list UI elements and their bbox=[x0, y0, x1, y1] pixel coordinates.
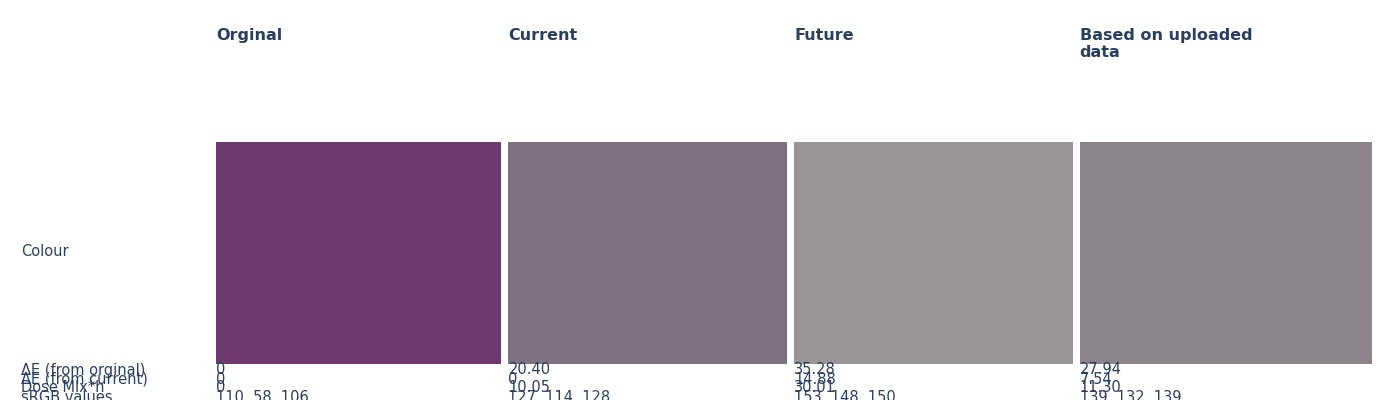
Text: Colour: Colour bbox=[21, 244, 68, 260]
Text: 10.05: 10.05 bbox=[508, 380, 550, 396]
Text: 11.30: 11.30 bbox=[1080, 380, 1121, 396]
Text: ΔE (from current): ΔE (from current) bbox=[21, 372, 148, 387]
Bar bbox=[216, 142, 501, 364]
Text: 30.01: 30.01 bbox=[794, 380, 836, 396]
Text: 0: 0 bbox=[508, 372, 518, 387]
Text: 7.54: 7.54 bbox=[1080, 372, 1112, 387]
Text: 0: 0 bbox=[216, 380, 226, 396]
Text: 139, 132, 139: 139, 132, 139 bbox=[1080, 390, 1181, 400]
Text: Based on uploaded
data: Based on uploaded data bbox=[1080, 28, 1252, 60]
Text: Current: Current bbox=[508, 28, 578, 43]
Text: ΔE (from orginal): ΔE (from orginal) bbox=[21, 362, 145, 378]
Text: 27.94: 27.94 bbox=[1080, 362, 1121, 378]
Text: 0: 0 bbox=[216, 372, 226, 387]
Text: 127, 114, 128: 127, 114, 128 bbox=[508, 390, 610, 400]
Text: 0: 0 bbox=[216, 362, 226, 378]
Bar bbox=[508, 142, 787, 364]
Text: Dose Mlx*h: Dose Mlx*h bbox=[21, 380, 104, 396]
Text: Future: Future bbox=[794, 28, 854, 43]
Bar bbox=[1080, 142, 1372, 364]
Bar bbox=[794, 142, 1073, 364]
Text: Orginal: Orginal bbox=[216, 28, 283, 43]
Text: sRGB values: sRGB values bbox=[21, 390, 113, 400]
Text: 110, 58, 106: 110, 58, 106 bbox=[216, 390, 309, 400]
Text: 35.28: 35.28 bbox=[794, 362, 836, 378]
Text: 153, 148, 150: 153, 148, 150 bbox=[794, 390, 896, 400]
Text: 14.88: 14.88 bbox=[794, 372, 836, 387]
Text: 20.40: 20.40 bbox=[508, 362, 550, 378]
